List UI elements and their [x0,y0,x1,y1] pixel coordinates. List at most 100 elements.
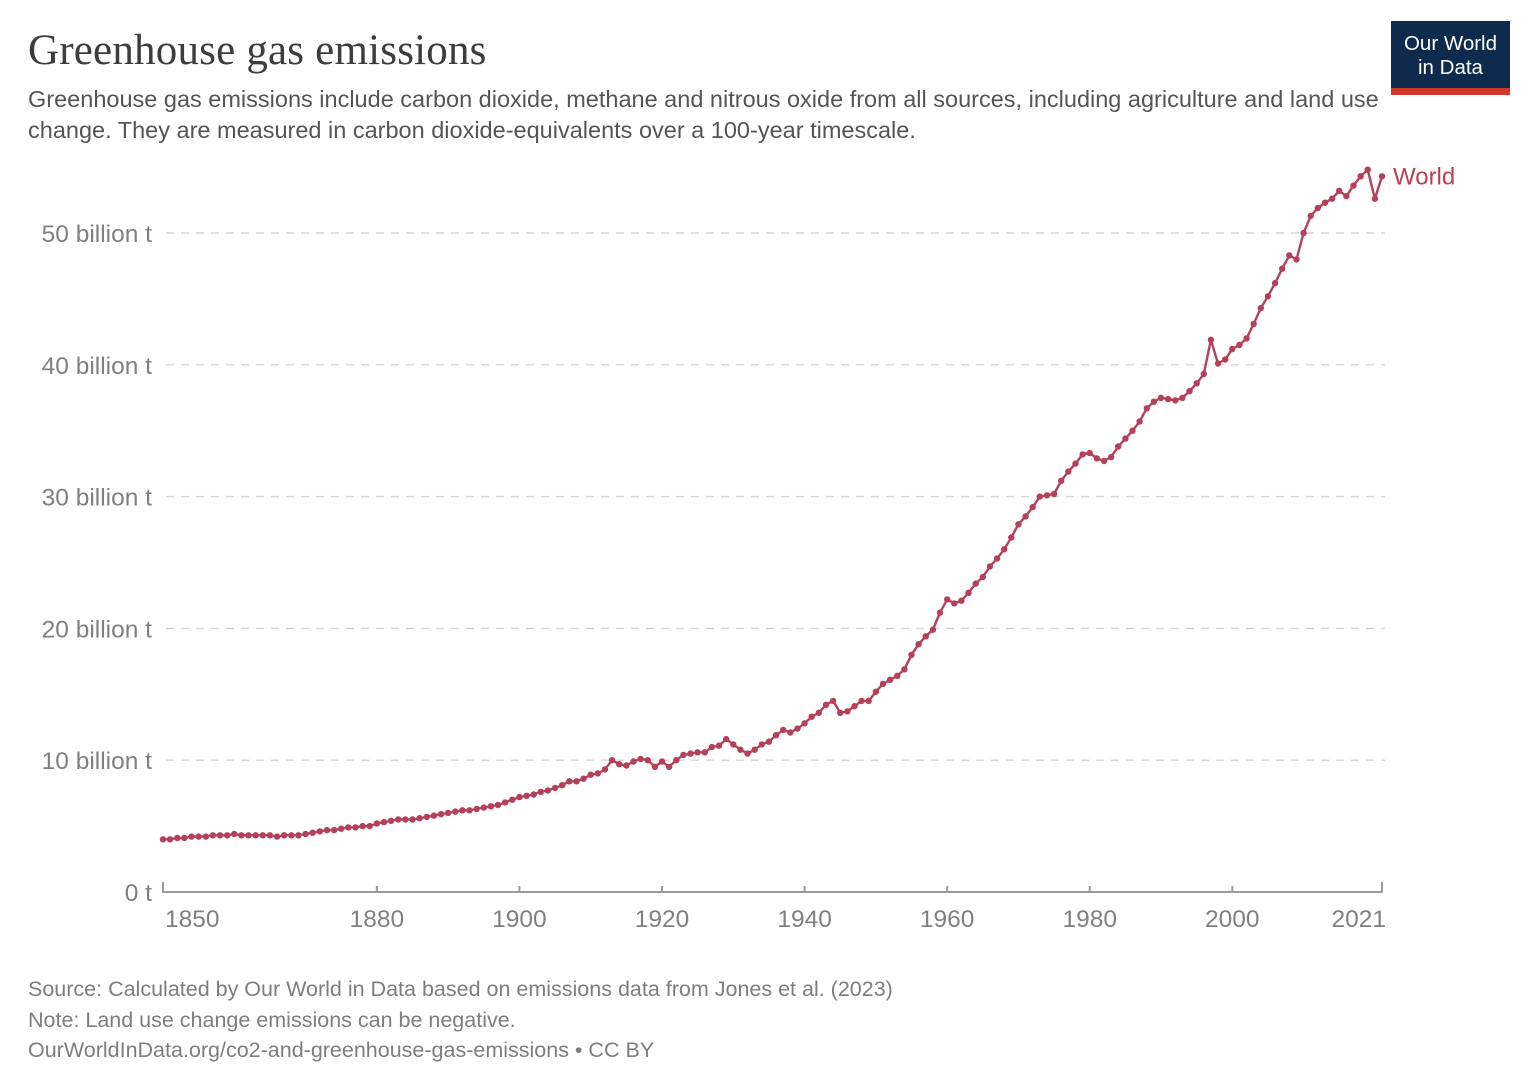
chart-subtitle: Greenhouse gas emissions include carbon … [28,86,1379,143]
data-point [708,743,716,751]
data-point [872,688,880,695]
data-point [359,822,366,830]
data-point [323,826,331,834]
data-point [772,732,780,739]
citation-line: OurWorldInData.org/co2-and-greenhouse-ga… [28,1038,655,1062]
data-point [1236,341,1243,349]
data-point [822,701,830,708]
data-point [1328,195,1336,202]
data-point [1008,534,1015,541]
data-point [416,815,423,822]
x-axis-label: 2000 [1205,906,1260,933]
data-point [723,735,730,743]
data-point [1314,204,1322,212]
data-point [587,771,594,778]
data-point [259,832,266,839]
data-point [1129,427,1136,434]
data-point [765,738,773,745]
y-axis-label: 20 billion t [42,616,153,643]
data-point [794,725,801,732]
data-point [1364,166,1371,173]
x-axis-label: 1850 [165,906,220,933]
data-point [1072,460,1079,467]
data-point [758,741,765,748]
data-point [231,830,238,838]
data-point [316,828,323,835]
data-point [238,832,245,839]
data-point [473,805,480,813]
data-point [1157,394,1165,401]
data-point [494,801,502,809]
data-point [886,676,894,683]
data-point [608,757,616,764]
data-point [1271,279,1279,287]
data-point [174,834,181,842]
data-point [744,750,751,757]
data-point [273,833,281,840]
data-point [1257,304,1265,312]
data-point [908,651,915,658]
data-point [851,703,858,710]
data-point [266,832,274,839]
data-point [829,697,837,705]
data-point [1264,293,1272,300]
data-point [245,832,252,839]
y-axis-label: 30 billion t [42,485,153,512]
data-point [559,782,566,789]
data-point [566,778,573,785]
data-point [195,833,202,840]
data-point [1336,187,1343,194]
data-point [751,746,758,753]
data-point [1378,173,1386,180]
data-point [616,761,623,768]
data-point [972,580,979,587]
data-point [288,832,295,839]
data-point [601,766,609,773]
data-point [801,720,808,727]
data-point [437,811,445,818]
data-point [295,832,302,839]
data-point [309,829,316,836]
data-point [780,726,787,734]
world-series-line [161,168,1384,841]
data-point [658,758,666,765]
data-point [487,803,495,810]
y-axis-label: 10 billion t [42,748,153,775]
x-axis-label: 2021 [1331,906,1386,933]
data-point [1079,451,1086,458]
data-point [1179,394,1186,401]
data-point [480,804,487,811]
data-point [737,746,744,753]
data-point [1122,435,1129,442]
data-point [338,825,345,832]
data-point [965,589,972,596]
data-point [594,770,601,777]
data-point [1186,388,1193,395]
data-point [915,641,922,648]
data-point [1093,455,1101,462]
data-point [459,807,466,814]
data-point [395,816,402,823]
data-point [509,796,516,803]
data-point [373,820,381,827]
data-point [1207,336,1215,343]
data-point [694,749,701,756]
owid-logo[interactable]: Our World in Data [1390,21,1510,95]
data-point [1015,521,1022,528]
data-point [1143,405,1151,412]
data-point [673,757,680,764]
data-point [209,832,217,839]
owid-logo-line2: in Data [1418,56,1483,79]
source-line: Source: Calculated by Our World in Data … [28,977,893,1001]
owid-logo-line1: Our World [1403,32,1497,55]
data-point [844,708,851,715]
chart-footer: Source: Calculated by Our World in Data … [28,974,893,1066]
data-point [202,833,209,840]
data-point [1350,182,1357,189]
data-point [894,672,901,679]
data-point [502,799,509,806]
data-point [922,633,929,640]
data-point [1307,212,1314,220]
data-point [551,784,559,792]
